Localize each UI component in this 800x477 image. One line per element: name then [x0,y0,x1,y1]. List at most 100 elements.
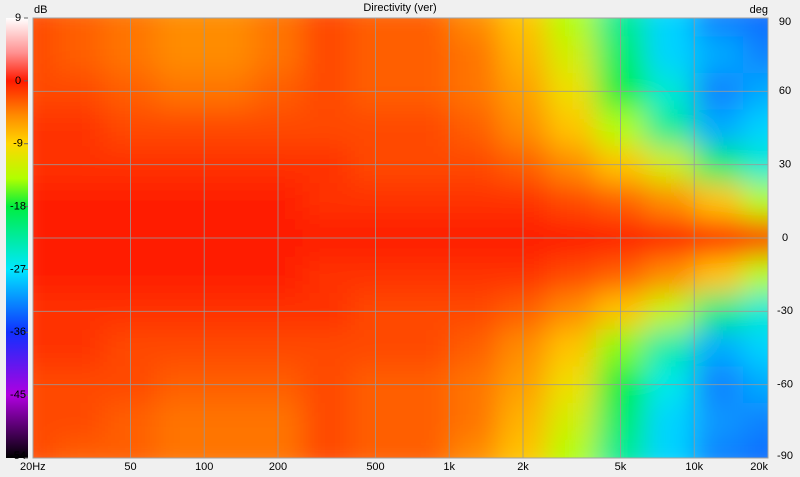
heatmap-cell [204,18,254,37]
heatmap-cell [400,256,450,294]
heatmap-cell [302,439,352,458]
heatmap-cell [103,256,156,294]
heatmap-cell [400,36,450,74]
heatmap-cell [547,403,597,441]
colorbar-tick-label: -9 [13,138,23,150]
heatmap-cell [645,256,695,294]
heatmap-cell [694,439,744,458]
heatmap-cell [204,439,254,458]
heatmap-cell [204,183,254,221]
heatmap-cell [694,109,744,147]
heatmap-cell [103,36,156,74]
x-tick-label: 5k [615,461,627,473]
heatmap-cell [204,329,254,367]
heatmap-cell [103,329,156,367]
heatmap-cell [742,109,768,147]
heatmap-cell [302,36,352,74]
heatmap-cell [302,256,352,294]
heatmap-cell [33,18,56,37]
colorbar-tick-label: -45 [10,389,26,401]
heatmap-cell [449,183,499,221]
heatmap-cell [449,403,499,441]
heatmap-cell [547,109,597,147]
heatmap-cell [400,109,450,147]
heatmap-cell [742,183,768,221]
heatmap-cell [547,18,597,37]
heatmap-cell [400,183,450,221]
heatmap-cell [694,403,744,441]
heatmap-cell [302,183,352,221]
heatmap-cell [155,183,205,221]
heatmap-cell [547,256,597,294]
heatmap-cell [33,256,56,294]
heatmap-cell [645,183,695,221]
heatmap-cell [400,329,450,367]
colorbar-tick-label: -54 [10,450,26,462]
heatmap-cell [547,329,597,367]
heatmap-cell [155,109,205,147]
heatmap-cell [103,18,156,37]
heatmap-cell [449,439,499,458]
heatmap-cell [155,439,205,458]
heatmap-cell [547,36,597,74]
heatmap-cell [54,18,104,37]
colorbar-tick-label: -27 [10,263,26,275]
heatmap-cell [400,18,450,37]
heatmap-cell [54,109,104,147]
heatmap-cell [302,109,352,147]
colorbar-tick-label: 0 [15,75,21,87]
heatmap-cell [302,329,352,367]
heatmap-cell [302,18,352,37]
heatmap-cell [33,109,56,147]
heatmap-cell [33,183,56,221]
heatmap-cell [645,439,695,458]
heatmap-cell [742,36,768,74]
heatmap-cell [33,439,56,458]
colorbar [6,18,28,458]
heatmap-cell [155,18,205,37]
x-tick-label: 200 [269,461,287,473]
x-tick-label: 100 [195,461,213,473]
heatmap-cell [204,256,254,294]
y-tick-label: 60 [779,85,791,97]
y-tick-label: -30 [777,305,793,317]
heatmap-cell [742,18,768,37]
heatmap-cell [302,403,352,441]
colorbar-tick-label: 9 [15,12,21,24]
y-tick-label: 90 [779,16,791,28]
heatmap-cell [547,183,597,221]
heatmap-cell [449,36,499,74]
heatmap-cell [33,329,56,367]
heatmap-cell [645,403,695,441]
heatmap-cell [155,403,205,441]
heatmap-cell [155,36,205,74]
heatmap-cell [742,403,768,441]
x-tick-label: 20Hz [20,461,46,473]
y-tick-label: 30 [779,159,791,171]
heatmap-cell [449,109,499,147]
heatmap-cell [742,439,768,458]
heatmap-cell [645,329,695,367]
heatmap-cell [400,403,450,441]
x-tick-label: 10k [685,461,703,473]
heatmap-cell [54,183,104,221]
heatmap-cell [54,439,104,458]
y-tick-label: -90 [777,450,793,462]
heatmap-cell [400,439,450,458]
y-tick-label: -60 [777,379,793,391]
heatmap-cell [103,439,156,458]
x-tick-label: 1k [443,461,455,473]
chart-title: Directivity (ver) [363,2,436,14]
heatmap-cell [742,256,768,294]
heatmap-cell [204,109,254,147]
heatmap-cell [694,256,744,294]
heatmap-cell [449,256,499,294]
colorbar-tick-label: -18 [10,200,26,212]
heatmap-cell [54,329,104,367]
heatmap-cell [449,18,499,37]
heatmap-cell [204,403,254,441]
heatmap-cell [33,36,56,74]
y-axis-label: deg [750,4,768,16]
colorbar-tick-label: -36 [10,326,26,338]
overlay: 20Hz 50 100 200 500 1k 2k 5k 10k 20k9060300-30-60… [6,12,793,473]
